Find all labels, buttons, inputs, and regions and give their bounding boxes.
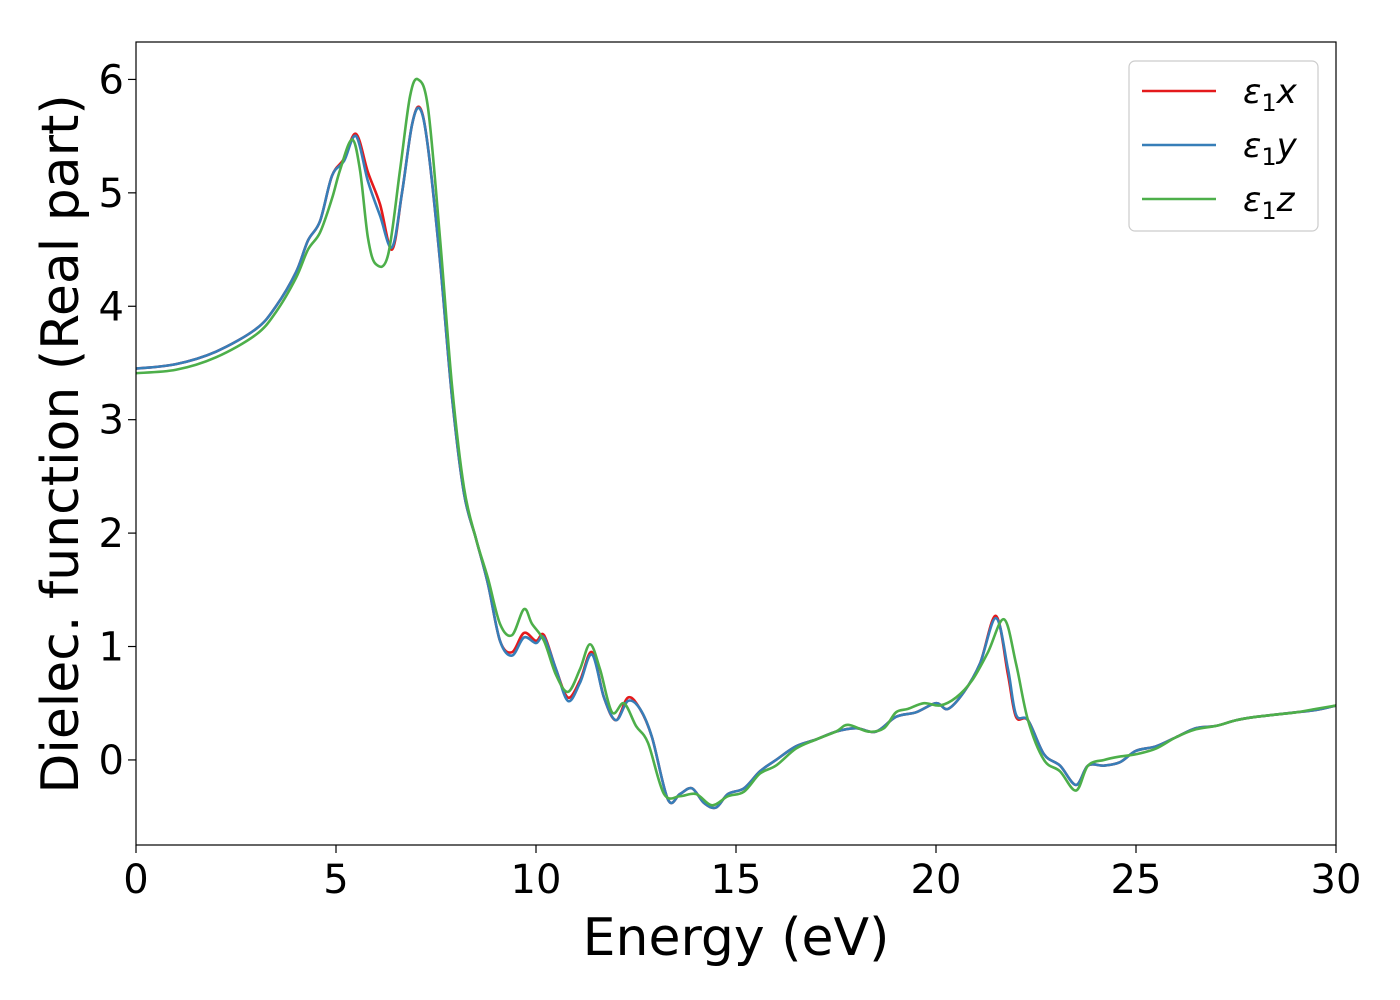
series-layer bbox=[136, 77, 1336, 810]
x-tick-label: 5 bbox=[323, 857, 348, 903]
x-tick-label: 20 bbox=[911, 857, 962, 903]
series-line-z bbox=[136, 77, 1336, 807]
legend-label-x: ε1x bbox=[1243, 72, 1298, 117]
y-tick-label: 5 bbox=[99, 171, 124, 217]
x-axis-title: Energy (eV) bbox=[583, 908, 890, 968]
y-axis: 0 1 2 3 4 5 6 bbox=[99, 57, 136, 784]
y-tick-label: 0 bbox=[99, 738, 124, 784]
y-axis-title: Dielec. function (Real part) bbox=[31, 94, 91, 793]
legend-label-z: ε1z bbox=[1243, 180, 1296, 225]
y-tick-label: 2 bbox=[99, 511, 124, 557]
x-tick-label: 30 bbox=[1311, 857, 1362, 903]
x-tick-label: 10 bbox=[511, 857, 562, 903]
x-axis: 0 5 10 15 20 25 30 bbox=[123, 845, 1361, 903]
legend-box bbox=[1128, 60, 1319, 232]
y-tick-label: 6 bbox=[99, 57, 124, 103]
y-tick-label: 4 bbox=[99, 284, 124, 330]
y-tick-label: 1 bbox=[99, 625, 124, 671]
legend: ε1x ε1y ε1z bbox=[1128, 60, 1319, 232]
x-tick-label: 0 bbox=[123, 857, 148, 903]
x-tick-label: 15 bbox=[711, 857, 762, 903]
x-tick-label: 25 bbox=[1111, 857, 1162, 903]
y-tick-label: 3 bbox=[99, 398, 124, 444]
legend-label-y: ε1y bbox=[1243, 126, 1298, 171]
